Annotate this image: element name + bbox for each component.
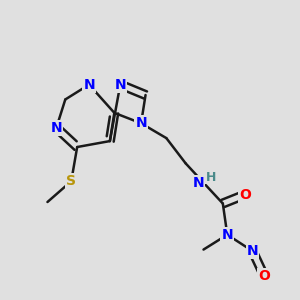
Text: N: N: [135, 116, 147, 130]
Text: O: O: [239, 188, 251, 202]
Text: H: H: [206, 171, 216, 184]
Text: O: O: [259, 269, 270, 283]
Text: N: N: [192, 176, 204, 190]
Text: N: N: [247, 244, 258, 258]
Text: N: N: [83, 78, 95, 92]
Text: N: N: [221, 228, 233, 242]
Text: N: N: [51, 121, 62, 135]
Text: N: N: [115, 78, 126, 92]
Text: S: S: [66, 174, 76, 188]
